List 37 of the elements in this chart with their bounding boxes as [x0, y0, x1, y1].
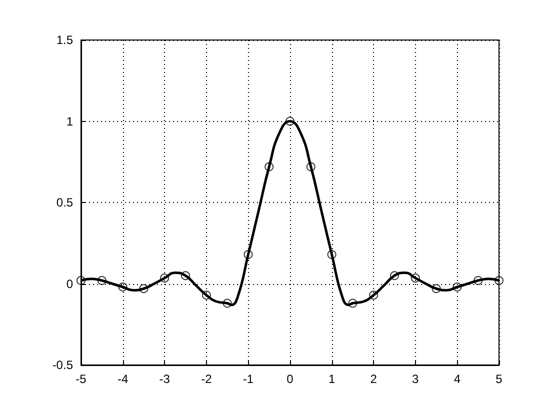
x-tick-label: 3: [412, 372, 420, 386]
point: [432, 284, 441, 294]
x-tick-label: 1: [328, 372, 336, 386]
point: [410, 274, 420, 283]
point: [181, 271, 190, 280]
y-tick-label: 0.5: [56, 196, 74, 210]
point: [494, 276, 504, 285]
x-tick-label: 0: [286, 372, 294, 386]
x-tick-label: 4: [454, 372, 461, 386]
x-tick-label: -4: [117, 372, 128, 386]
point: [327, 250, 336, 259]
point: [286, 116, 294, 126]
point: [244, 250, 253, 259]
point: [474, 276, 483, 285]
point: [222, 298, 232, 308]
x-tick-label: -3: [159, 372, 170, 386]
point: [118, 282, 128, 292]
x-tick-label: -2: [201, 372, 212, 386]
point: [390, 271, 399, 280]
y-tick-label: 0: [66, 276, 74, 291]
point: [452, 282, 462, 292]
point: [76, 276, 86, 285]
x-tick-label: 5: [496, 372, 503, 386]
y-tick-label: 1: [66, 114, 74, 128]
x-tick-label: -5: [76, 372, 87, 386]
point: [306, 162, 316, 172]
point: [97, 276, 106, 285]
x-tick-label: -1: [242, 372, 254, 386]
x-tick-label: 2: [370, 372, 378, 386]
point: [139, 284, 148, 294]
y-tick-label: 1.5: [56, 33, 74, 47]
y-tick-label: -0.5: [52, 358, 74, 372]
point: [348, 298, 358, 308]
point: [264, 162, 274, 172]
point: [202, 290, 211, 300]
point: [369, 290, 378, 300]
point: [160, 274, 170, 283]
